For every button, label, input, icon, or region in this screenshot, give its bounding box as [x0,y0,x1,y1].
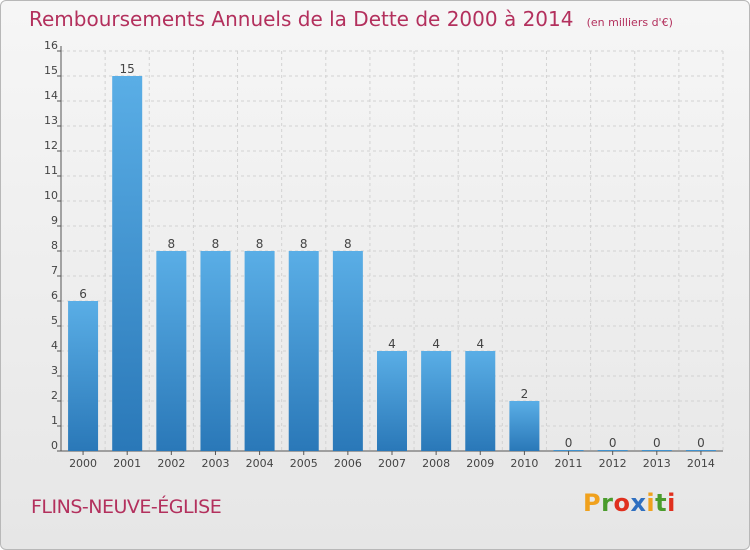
data-label: 6 [79,287,87,301]
data-label: 0 [609,436,617,450]
bars [68,76,716,451]
y-tick-label: 3 [51,364,58,377]
y-tick-label: 16 [44,39,58,52]
bar [332,251,363,451]
bar [244,251,275,451]
data-label: 8 [212,237,220,251]
y-tick-label: 14 [44,89,58,102]
proxiti-logo: Proxiti [583,489,676,517]
logo-letter: i [646,489,656,517]
logo-letter: x [630,489,647,517]
data-label: 8 [344,237,352,251]
bar [112,76,143,451]
bar [641,450,672,451]
x-tick-label: 2007 [378,457,406,470]
bar [377,351,407,451]
logo-letter: P [583,489,602,517]
logo-letter: t [655,489,668,517]
bar [597,450,628,451]
commune-name: FLINS-NEUVE-ÉGLISE [31,496,222,518]
y-tick-label: 9 [51,214,58,227]
bar [156,251,187,451]
y-tick-label: 10 [44,189,58,202]
y-tick-label: 5 [51,314,58,327]
data-label: 4 [476,337,484,351]
bar [200,251,231,451]
data-labels: 6 15 8 8 8 8 8 4 4 4 2 0 0 0 0 [79,62,705,450]
data-label: 0 [697,436,705,450]
x-tick-label: 2008 [422,457,450,470]
y-tick-label: 2 [51,389,58,402]
y-tick-label: 13 [44,114,58,127]
bar [288,251,319,451]
logo-letter: r [601,489,614,517]
data-label: 4 [432,337,440,351]
bar [68,301,99,451]
x-tick-label: 2001 [113,457,141,470]
y-tick-label: 15 [44,64,58,77]
y-tick-label: 12 [44,139,58,152]
data-label: 8 [168,237,176,251]
y-tick-label: 7 [51,264,58,277]
data-label: 8 [256,237,264,251]
logo-letter: o [613,489,631,517]
chart-title: Remboursements Annuels de la Dette de 20… [29,7,574,31]
logo-letter: i [667,489,676,517]
unit-label: (en milliers d'€) [586,16,673,29]
x-tick-label: 2002 [157,457,185,470]
x-tick-label: 2009 [466,457,494,470]
data-label: 8 [300,237,308,251]
x-tick-label: 2014 [687,457,715,470]
data-label: 4 [388,337,396,351]
bar [509,401,540,451]
y-tick-label: 6 [51,289,58,302]
data-label: 2 [521,387,529,401]
y-tick-label: 11 [44,164,58,177]
y-tick-label: 8 [51,239,58,252]
x-tick-label: 2010 [510,457,538,470]
bar [465,351,496,451]
data-label: 0 [565,436,573,450]
bar [421,351,452,451]
x-tick-label: 2003 [201,457,229,470]
x-tick-label: 2013 [643,457,671,470]
x-tick-label: 2000 [69,457,97,470]
x-tick-label: 2004 [246,457,274,470]
title-row: Remboursements Annuels de la Dette de 20… [29,7,673,31]
y-tick-label: 4 [51,339,58,352]
data-label: 15 [120,62,135,76]
x-tick-label: 2005 [290,457,318,470]
x-tick-label: 2011 [555,457,583,470]
data-label: 0 [653,436,661,450]
bar [685,450,716,451]
x-tick-label: 2006 [334,457,362,470]
bar [553,450,584,451]
y-tick-label: 1 [51,414,58,427]
y-tick-label: 0 [51,439,58,452]
x-tick-label: 2012 [599,457,627,470]
